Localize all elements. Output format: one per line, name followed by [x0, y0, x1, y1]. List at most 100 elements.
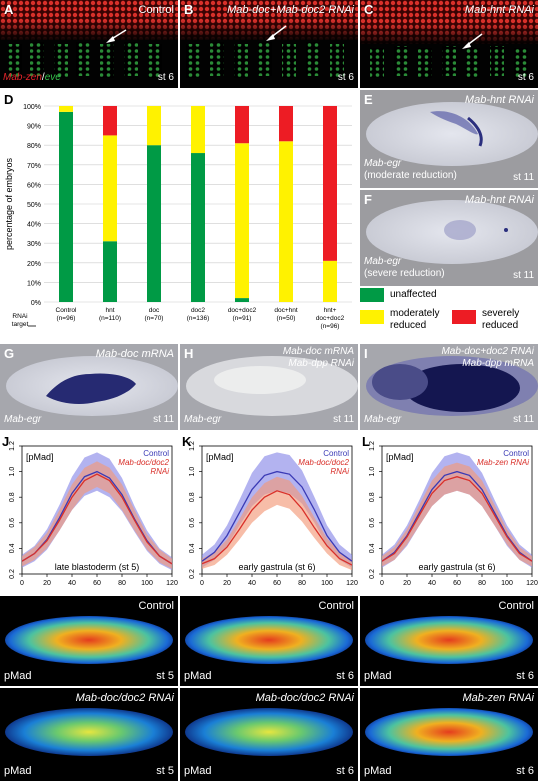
panel-b-stage: st 6 — [337, 72, 354, 83]
y-tick-label: 0.2 — [9, 569, 16, 579]
bar-category-label: hnt — [105, 307, 114, 314]
panel-c-image — [360, 0, 538, 88]
y-tick-label: 0.6 — [369, 518, 376, 528]
bar-category-label: doc2 — [191, 307, 205, 314]
bar-segment — [323, 106, 337, 261]
x-tick-label: 0 — [200, 580, 204, 587]
bar-n-label: (n=96) — [57, 315, 76, 322]
heatmap-embryo — [365, 708, 533, 756]
panel-d-letter: D — [4, 92, 14, 107]
y-tick-label: 0.6 — [189, 518, 196, 528]
heatmap-panel: Mab-zen RNAi pMad st 6 — [360, 688, 538, 781]
y-tick-label: 0.8 — [189, 492, 196, 502]
heatmap-stage: st 6 — [336, 765, 354, 777]
x-tick-label: 100 — [501, 580, 513, 587]
panel-g-letter: G — [4, 346, 15, 361]
legend-swatch-severe — [452, 310, 476, 324]
panel-b: B Mab-doc+Mab-doc2 RNAi st 6 — [180, 0, 358, 88]
panel-a-title: Control — [138, 4, 174, 16]
panel-a-stage: st 6 — [157, 72, 174, 83]
panel-i-title-2: Mab-dpp mRNA — [462, 358, 534, 369]
bar-n-label: (n=50) — [277, 315, 296, 322]
y-tick-label: 1.2 — [189, 441, 196, 451]
panel-e-stage: st 11 — [513, 172, 534, 183]
series-line — [201, 490, 353, 566]
heatmap-panel: Mab-doc/doc2 RNAi pMad st 6 — [180, 688, 358, 781]
y-tick-label: 0.4 — [189, 543, 196, 553]
panel-f-note: (severe reduction) — [364, 268, 445, 279]
panel-e-note: (moderate reduction) — [364, 170, 457, 181]
heatmap-embryo — [5, 708, 173, 756]
x-tick-label: 80 — [478, 580, 486, 587]
panel-l: L 0 20 40 60 80 100 120 0.2 0.4 0.6 0.8 1.0 1.2 [pMad… — [360, 432, 538, 594]
inset-label: [pMad] — [26, 452, 54, 462]
inset-label: [pMad] — [206, 452, 234, 462]
legend-swatch-moderate — [360, 310, 384, 324]
series-line — [21, 473, 173, 565]
panel-f-letter: F — [364, 192, 372, 207]
bar-segment — [235, 143, 249, 299]
bar-category-label: doc+doc2 — [316, 315, 345, 322]
y-tick-label: 0.8 — [369, 492, 376, 502]
bar-n-label: (n=96) — [321, 323, 340, 330]
panel-h-title-1: Mab-doc mRNA — [282, 346, 354, 357]
sd-band — [202, 476, 352, 571]
chart-caption: early gastrula (st 6) — [418, 562, 495, 572]
panel-g-image — [6, 356, 178, 416]
panel-l-letter: L — [362, 434, 370, 449]
panel-f-gene: Mab-egr — [364, 256, 402, 267]
heatmap-label: pMad — [184, 670, 212, 682]
panel-d: D 0% 10% 20% 30% 40% 50% 60% 70% 80% 90% 100% perce… — [0, 90, 358, 342]
heatmap-title: Control — [318, 600, 354, 612]
panel-g-title: Mab-doc mRNA — [95, 348, 174, 360]
panel-a-letter: A — [4, 2, 14, 17]
legend-label-moderate-2: reduced — [390, 320, 427, 331]
heatmap-panel: Mab-doc/doc2 RNAi pMad st 5 — [0, 688, 178, 781]
bar-ytick-label: 60% — [27, 182, 41, 189]
panel-c-letter: C — [364, 2, 374, 17]
y-tick-label: 1.0 — [9, 467, 16, 477]
panel-i-image — [366, 356, 538, 416]
heatmap-stage: st 5 — [156, 670, 174, 682]
line-chart-l: 0 20 40 60 80 100 120 0.2 0.4 0.6 0.8 1.0 1.2 [pMad] C… — [369, 441, 538, 587]
heatmap-image — [5, 616, 173, 664]
bar-category-label: doc — [149, 307, 160, 314]
heatmap-embryo — [185, 708, 353, 756]
line-chart-k: 0 20 40 60 80 100 120 0.2 0.4 0.6 0.8 1.0 1.2 [pMad] C… — [189, 441, 358, 587]
panel-a-marker: Mab-zen/eve — [3, 72, 61, 83]
x-tick-label: 120 — [166, 580, 178, 587]
panel-k: K 0 20 40 60 80 100 120 0.2 0.4 0.6 0.8 1.0 1.2 [pMad… — [180, 432, 358, 594]
heatmap-embryo — [365, 616, 533, 664]
x-tick-label: 0 — [20, 580, 24, 587]
bar-ytick-label: 10% — [27, 280, 41, 287]
heatmap-label: pMad — [364, 670, 392, 682]
heatmap-label: pMad — [4, 670, 32, 682]
bar-segment — [235, 106, 249, 144]
y-tick-label: 0.8 — [9, 492, 16, 502]
legend-entry: Mab-doc/doc2 — [118, 458, 169, 467]
inset-label: [pMad] — [386, 452, 414, 462]
heatmap-embryo — [185, 616, 353, 664]
panel-g: G Mab-doc mRNA Mab-egr st 11 — [0, 344, 178, 430]
panel-b-image — [180, 0, 358, 88]
heatmap-label: pMad — [4, 765, 32, 777]
heatmap-stage: st 6 — [336, 670, 354, 682]
panel-c-stage: st 6 — [517, 72, 534, 83]
bar-segment — [59, 111, 73, 302]
y-tick-label: 0.2 — [369, 569, 376, 579]
y-tick-label: 0.4 — [9, 543, 16, 553]
legend-entry: Mab-zen RNAi — [477, 458, 529, 467]
heatmap-image — [185, 616, 353, 664]
sd-band — [382, 462, 532, 567]
x-tick-label: 40 — [68, 580, 76, 587]
bar-ytick-label: 0% — [31, 300, 41, 307]
panel-i: I Mab-doc+doc2 RNAi Mab-dpp mRNA Mab-egr… — [360, 344, 538, 430]
legend-entry: Control — [143, 449, 169, 458]
heatmap-panel: Control pMad st 6 — [180, 596, 358, 686]
legend-label-severe-1: severely — [482, 308, 520, 319]
bar-ytick-label: 100% — [23, 104, 41, 111]
x-tick-label: 100 — [321, 580, 333, 587]
heatmap-panel: Control pMad st 6 — [360, 596, 538, 686]
series-line — [201, 470, 353, 562]
x-tick-label: 0 — [380, 580, 384, 587]
